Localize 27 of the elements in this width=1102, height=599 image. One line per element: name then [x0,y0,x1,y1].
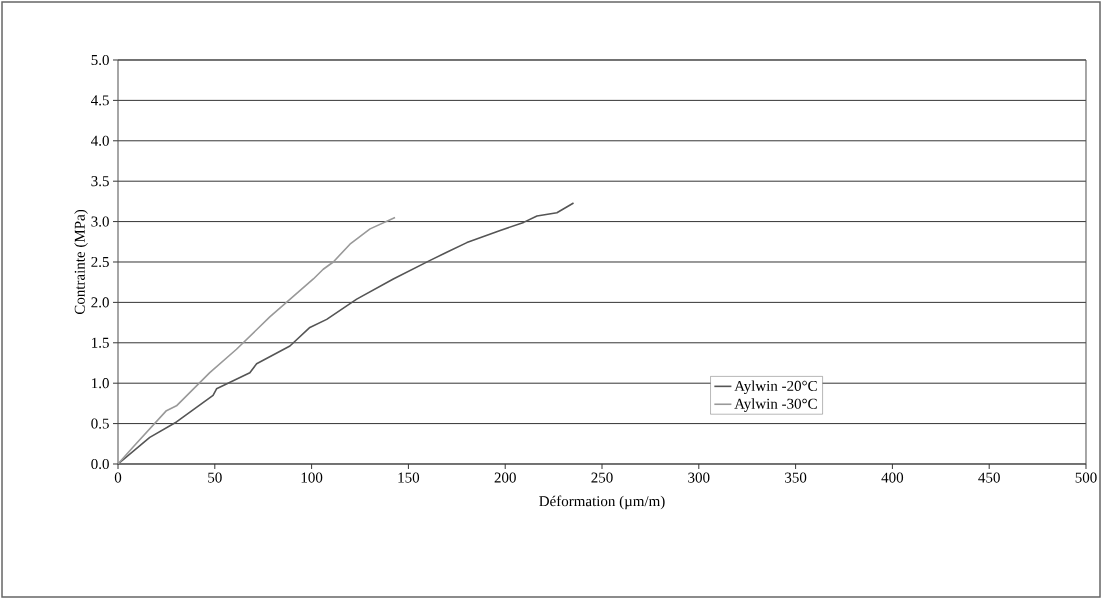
line-series [118,216,396,464]
x-tick-label: 500 [1075,472,1097,483]
y-tick-label: 3.0 [91,216,109,227]
x-tick-label: 250 [591,472,613,483]
x-tick-label: 450 [978,472,1000,483]
y-axis-title: Contrainte (MPa) [74,209,88,315]
x-tick-label: 300 [688,472,710,483]
x-tick-label: 200 [494,472,516,483]
x-tick-label: 100 [301,472,323,483]
x-tick-label: 50 [208,472,222,483]
y-tick-label: 0.0 [91,458,109,470]
y-tick-label: 4.5 [91,95,109,106]
x-axis-title: Déformation (µm/m) [539,495,665,510]
y-tick-label: 2.0 [91,297,109,308]
y-tick-label: 5.0 [91,54,109,66]
y-tick-label: 4.0 [91,135,109,146]
y-tick-label: 3.5 [91,176,109,187]
x-tick-label: 350 [785,472,807,483]
legend-label: Aylwin -20°C [734,380,817,395]
y-tick-label: 0.5 [91,418,109,429]
x-tick-label: 400 [881,472,904,483]
y-tick-label: 1.0 [92,378,109,389]
legend-label: Aylwin -30°C [734,398,817,412]
y-tick-label: 1.5 [92,337,109,348]
x-tick-label: 0 [114,472,122,483]
x-tick-label: 150 [398,472,420,483]
y-tick-label: 2.5 [91,256,109,268]
